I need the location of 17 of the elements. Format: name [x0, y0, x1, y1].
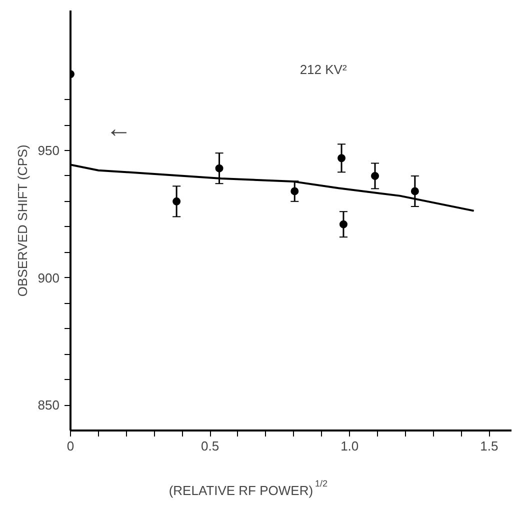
y-axis-title: OBSERVED SHIFT (CPS)	[14, 144, 30, 297]
y-tick-label: 950	[38, 143, 60, 158]
y-tick-label: 900	[38, 270, 60, 286]
point	[371, 172, 380, 180]
x-tick-label: 0	[66, 438, 74, 454]
annotation: 212 KV²	[300, 62, 348, 77]
point	[215, 164, 224, 172]
point	[410, 187, 419, 196]
point	[338, 154, 346, 162]
point	[290, 187, 299, 196]
y-tick-label: 850	[38, 398, 60, 413]
x-tick-label: 1.5	[480, 438, 498, 454]
x-tick-label: 0.5	[201, 438, 220, 454]
x-tick-label: 1.0	[340, 438, 359, 454]
point	[172, 197, 181, 206]
point	[339, 220, 348, 228]
annotation: ←	[106, 113, 132, 144]
